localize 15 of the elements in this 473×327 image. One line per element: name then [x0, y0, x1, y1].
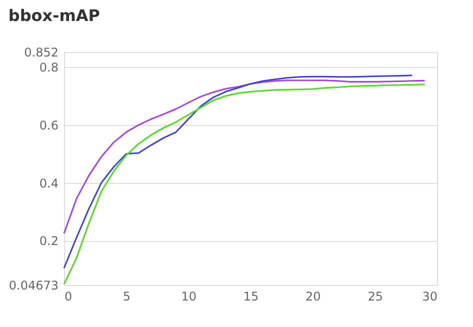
- y-tick-label: 0.4: [39, 176, 58, 190]
- y-tick-label: 0.04673: [8, 278, 58, 292]
- x-tick-label: 15: [243, 290, 259, 304]
- chart-title: bbox-mAP: [8, 6, 100, 25]
- y-tick-label: 0.2: [39, 234, 58, 248]
- x-tick-label: 30: [422, 290, 438, 304]
- y-tick-label: 0.6: [39, 118, 58, 132]
- y-tick-label: 0.852: [24, 46, 58, 60]
- x-tick-label: 20: [306, 290, 321, 304]
- x-tick-label: 25: [368, 290, 383, 304]
- x-tick-label: 0: [64, 290, 72, 304]
- line-series: [63, 80, 426, 234]
- y-tick-label: 0.8: [39, 60, 58, 75]
- x-tick-label: 5: [122, 290, 130, 304]
- x-tick-label: 10: [181, 290, 196, 304]
